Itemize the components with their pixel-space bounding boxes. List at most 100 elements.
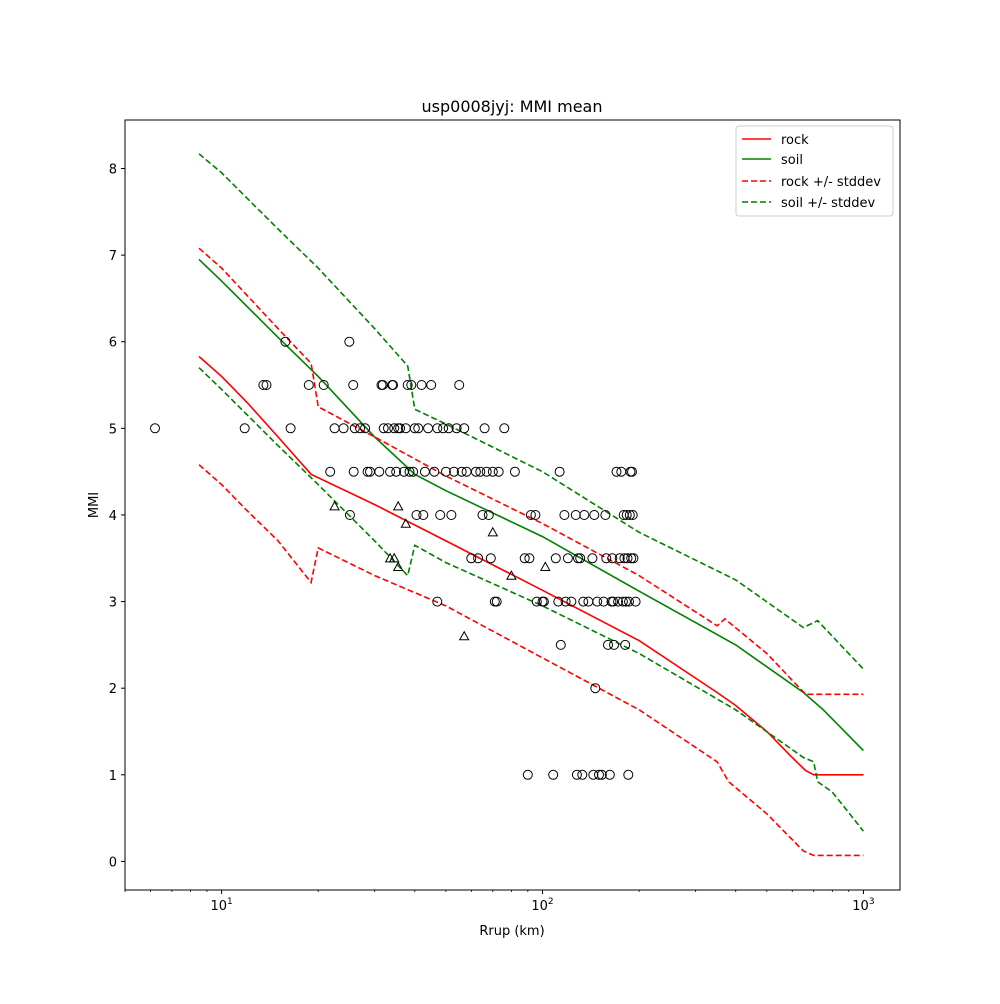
observation-circle <box>385 466 396 477</box>
series-line-3 <box>198 464 864 857</box>
observation-circle <box>627 466 637 477</box>
legend-soil-stddev-label: soil +/- stddev <box>781 196 876 211</box>
legend-soil-label: soil <box>781 153 803 168</box>
observation-circle <box>349 423 360 434</box>
observation-circle <box>613 596 624 607</box>
y-tick-label: 5 <box>109 422 117 437</box>
observation-circle <box>280 336 291 347</box>
observation-circle <box>493 466 504 477</box>
observation-circle <box>481 466 492 477</box>
observation-circle <box>491 596 502 607</box>
observation-circle <box>418 510 429 520</box>
observation-circle <box>477 510 488 520</box>
observation-circle <box>409 423 420 434</box>
observation-circle <box>531 596 542 607</box>
observation-circle <box>601 553 612 564</box>
observation-triangle <box>400 518 412 528</box>
observation-circle <box>522 769 533 780</box>
observation-triangle <box>506 570 517 580</box>
observation-circle <box>408 466 419 477</box>
observation-circle <box>560 596 571 607</box>
x-tick-label: 101 <box>210 897 232 914</box>
observation-circle <box>459 423 470 434</box>
observation-circle <box>374 466 385 477</box>
observation-circle <box>395 423 406 434</box>
observation-circle <box>603 639 613 650</box>
observation-circle <box>239 423 250 434</box>
observation-circle <box>388 380 398 390</box>
observation-circle <box>391 466 402 477</box>
observation-circle <box>338 423 349 434</box>
observation-circle <box>630 596 641 607</box>
observation-circle <box>555 639 566 650</box>
observation-circle <box>617 596 628 607</box>
observation-circle <box>303 380 314 390</box>
observation-circle <box>150 423 160 434</box>
observation-circle <box>454 380 465 390</box>
observation-circle <box>553 596 564 607</box>
observation-circle <box>483 510 494 520</box>
legend-rock-label: rock <box>781 133 809 148</box>
y-tick-label: 8 <box>109 163 117 178</box>
observation-circle <box>566 596 577 607</box>
observation-circle <box>416 380 427 390</box>
observation-circle <box>519 553 530 564</box>
observation-circle <box>470 466 481 477</box>
observation-circle <box>285 423 296 434</box>
observation-circle <box>575 553 586 564</box>
observation-circle <box>562 553 573 564</box>
observation-circle <box>622 553 633 564</box>
observation-circle <box>411 510 422 520</box>
observation-circle <box>573 553 583 564</box>
observation-triangle <box>388 552 400 563</box>
observation-circle <box>604 769 615 780</box>
observation-circle <box>348 380 359 390</box>
observation-triangle <box>392 561 404 571</box>
observation-circle <box>621 596 631 607</box>
observation-circle <box>592 596 603 607</box>
observation-circle <box>499 423 510 434</box>
observation-circle <box>620 639 631 650</box>
observation-circle <box>626 553 637 564</box>
observation-circle <box>429 466 440 477</box>
observation-circle <box>530 510 541 520</box>
observation-circle <box>623 769 634 780</box>
observation-circle <box>435 510 446 520</box>
observation-circle <box>600 510 611 520</box>
observation-circle <box>456 466 467 477</box>
observation-circle <box>344 336 355 347</box>
observation-circle <box>608 596 619 607</box>
observation-circle <box>538 596 549 607</box>
observation-circle <box>611 466 622 477</box>
observation-circle <box>318 380 329 390</box>
plot-area <box>150 153 865 857</box>
observation-circle <box>344 510 355 520</box>
observation-circle <box>571 769 582 780</box>
observation-circle <box>426 380 437 390</box>
observation-circle <box>589 510 600 520</box>
observation-circle <box>360 423 371 434</box>
observation-circle <box>449 466 459 477</box>
observation-circle <box>624 510 635 520</box>
observation-circle <box>348 466 359 477</box>
observation-circle <box>607 553 618 564</box>
y-tick-label: 4 <box>109 509 117 524</box>
observation-circle <box>624 596 634 607</box>
legend-frame <box>735 125 894 217</box>
axis-ticks: 0 1 2 3 4 5 6 7 8 101 102 103 <box>109 163 875 914</box>
observation-circle <box>438 423 449 434</box>
observation-circle <box>378 423 389 434</box>
observation-circle <box>258 380 269 390</box>
observation-circle <box>389 423 400 434</box>
observation-triangle <box>329 500 340 511</box>
observation-triangle <box>539 561 551 571</box>
y-axis-label: MMI <box>87 492 102 518</box>
observation-triangle <box>458 630 470 641</box>
observation-circle <box>579 510 590 520</box>
observation-circle <box>598 596 609 607</box>
series-line-4 <box>198 153 864 670</box>
observation-circle <box>487 466 498 477</box>
observation-circle <box>609 639 619 650</box>
y-tick-label: 6 <box>109 336 117 351</box>
